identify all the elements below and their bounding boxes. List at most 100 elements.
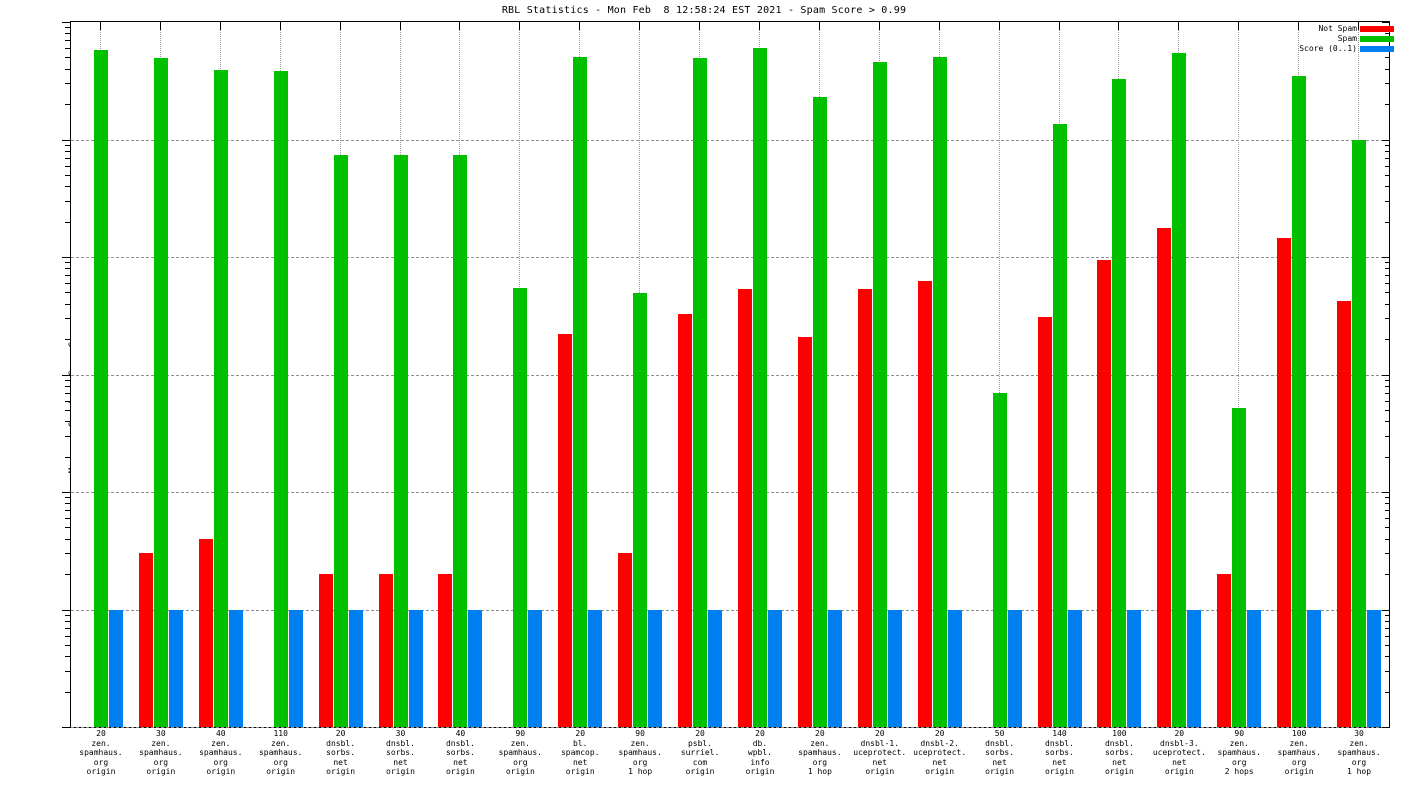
y-minor-tick-right xyxy=(1385,262,1390,264)
y-minor-tick-right xyxy=(1385,553,1390,555)
x-tick-mark xyxy=(1118,22,1120,30)
y-minor-tick xyxy=(65,435,70,437)
bar-group xyxy=(79,22,123,727)
y-tick-mark-right xyxy=(1382,727,1390,728)
bar-score xyxy=(468,609,483,727)
y-minor-tick-right xyxy=(1385,503,1390,505)
y-minor-tick xyxy=(65,691,70,693)
y-tick-mark-right xyxy=(1382,609,1390,611)
bar-score xyxy=(1127,609,1142,727)
legend-swatch-score xyxy=(1360,46,1394,52)
chart-title: RBL Statistics - Mon Feb 8 12:58:24 EST … xyxy=(501,5,907,16)
bar-score xyxy=(588,609,603,727)
y-minor-tick xyxy=(65,186,70,188)
bar-group xyxy=(1337,22,1382,727)
y-minor-tick-right xyxy=(1385,574,1390,576)
y-minor-tick xyxy=(65,68,70,70)
y-minor-tick xyxy=(65,574,70,576)
bar-score xyxy=(1007,609,1022,727)
bar-group xyxy=(618,22,663,727)
bar-not-spam xyxy=(618,553,633,727)
y-minor-tick-right xyxy=(1385,157,1390,159)
bar-not-spam xyxy=(917,281,932,727)
y-minor-tick-right xyxy=(1385,150,1390,152)
legend-label-spam: Spam xyxy=(1337,34,1357,44)
bar-group xyxy=(138,22,183,727)
y-minor-tick xyxy=(65,262,70,264)
y-minor-tick xyxy=(65,503,70,505)
x-tick-label: 40 zen. spamhaus. org origin xyxy=(199,729,243,777)
y-minor-tick-right xyxy=(1385,318,1390,320)
y-minor-tick xyxy=(65,144,70,146)
x-tick-mark xyxy=(579,22,581,30)
y-minor-tick-right xyxy=(1385,186,1390,188)
y-tick-mark xyxy=(62,374,70,376)
y-minor-tick-right xyxy=(1385,435,1390,437)
bar-score xyxy=(528,609,543,727)
bar-spam xyxy=(1352,139,1367,727)
y-minor-tick xyxy=(65,83,70,85)
x-tick-label: 20 dnsbl-2. uceprotect. net origin xyxy=(913,729,967,777)
y-minor-tick-right xyxy=(1385,283,1390,285)
y-tick-mark xyxy=(62,257,70,258)
y-tick-mark xyxy=(62,22,70,23)
y-minor-tick-right xyxy=(1385,165,1390,167)
legend-label-not-spam: Not Spam xyxy=(1318,24,1357,34)
y-minor-tick xyxy=(65,33,70,35)
bar-spam xyxy=(1172,52,1187,727)
bar-group xyxy=(318,22,363,727)
vertical-gridline xyxy=(1238,22,1240,727)
x-tick-label: 30 zen. spamhaus. org origin xyxy=(139,729,183,777)
x-tick-label: 50 dnsbl. sorbs. net origin xyxy=(985,729,1015,777)
x-tick-mark xyxy=(1058,22,1060,30)
bar-spam xyxy=(453,154,468,727)
y-minor-tick xyxy=(65,518,70,520)
bar-not-spam xyxy=(1157,228,1172,727)
bar-spam xyxy=(1052,124,1067,727)
y-tick-mark-right xyxy=(1382,139,1390,141)
bar-group xyxy=(378,22,423,727)
gridline xyxy=(71,374,1389,376)
y-tick-mark-right xyxy=(1382,374,1390,376)
bar-not-spam xyxy=(438,574,453,727)
y-minor-tick-right xyxy=(1385,268,1390,270)
bar-group xyxy=(797,22,842,727)
x-tick-mark xyxy=(159,22,161,30)
x-tick-label: 20 bl. spamcop. net origin xyxy=(560,729,600,777)
y-minor-tick xyxy=(65,57,70,59)
bar-score xyxy=(947,609,962,727)
y-minor-tick xyxy=(65,174,70,176)
y-minor-tick xyxy=(65,644,70,646)
bar-score xyxy=(408,609,423,727)
x-axis-tick-labels: 20 zen. spamhaus. org origin 30 zen. spam… xyxy=(71,729,1389,789)
y-minor-tick-right xyxy=(1385,527,1390,529)
y-minor-tick xyxy=(65,318,70,320)
bar-spam xyxy=(213,70,228,727)
y-minor-tick-right xyxy=(1385,620,1390,622)
legend-item-spam: Spam xyxy=(1264,34,1394,44)
y-minor-tick xyxy=(65,614,70,616)
y-minor-tick xyxy=(65,200,70,202)
y-minor-tick-right xyxy=(1385,83,1390,85)
bar-spam xyxy=(693,58,708,727)
y-minor-tick-right xyxy=(1385,627,1390,629)
y-minor-tick-right xyxy=(1385,691,1390,693)
bar-not-spam xyxy=(138,553,153,727)
bar-group xyxy=(558,22,603,727)
y-minor-tick-right xyxy=(1385,497,1390,499)
bar-score xyxy=(288,609,303,727)
bar-spam xyxy=(393,154,408,727)
x-tick-mark xyxy=(1178,22,1180,30)
x-tick-mark xyxy=(279,22,281,30)
bar-score xyxy=(1187,609,1202,727)
x-tick-label: 20 dnsbl-1. uceprotect. net origin xyxy=(853,729,907,777)
bar-group xyxy=(259,22,303,727)
gridline xyxy=(71,727,1389,728)
y-minor-tick-right xyxy=(1385,400,1390,402)
y-minor-tick xyxy=(65,27,70,29)
y-minor-tick-right xyxy=(1385,656,1390,658)
y-minor-tick xyxy=(65,150,70,152)
y-minor-tick xyxy=(65,670,70,672)
x-tick-label: 30 zen. spamhaus. org 1 hop xyxy=(1337,729,1381,777)
y-minor-tick xyxy=(65,510,70,512)
